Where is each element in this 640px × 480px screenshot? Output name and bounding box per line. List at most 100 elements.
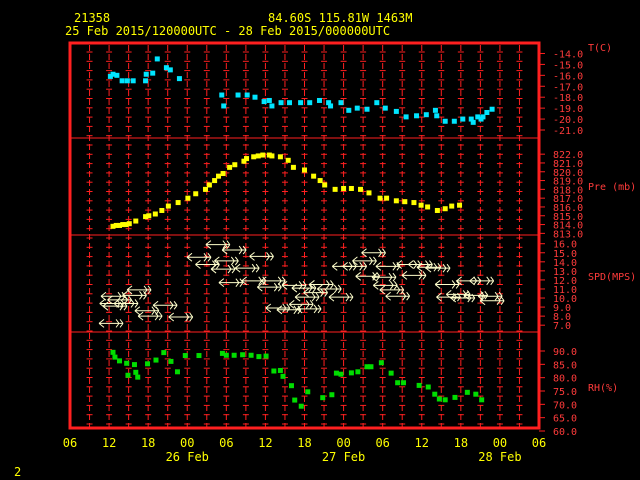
temperature-point: [219, 92, 225, 98]
wind-arrow: [126, 285, 152, 295]
temperature-point: [221, 103, 227, 109]
temperature-point: [244, 92, 250, 98]
wind-arrow: [328, 292, 354, 302]
wind-arrow-shape: [195, 260, 220, 269]
y-tick-label: 15.0: [553, 249, 577, 260]
relative_humidity-point: [442, 397, 448, 403]
relative_humidity-point: [182, 353, 188, 359]
wind-arrow: [260, 276, 286, 286]
panel-label: T(C): [588, 43, 612, 54]
wind-arrow-shape: [371, 272, 397, 282]
wind-arrow-shape: [425, 263, 451, 273]
pressure-point: [113, 222, 119, 228]
wind-arrow-shape: [372, 280, 398, 290]
x-day-label: 27 Feb: [322, 450, 365, 464]
pressure-point: [193, 191, 199, 197]
pressure-point: [332, 186, 338, 192]
wind-arrow-shape: [113, 299, 139, 308]
pressure-point: [185, 195, 191, 201]
relative_humidity-point: [473, 391, 479, 397]
y-tick-label: 820.0: [553, 168, 583, 179]
wind-arrow: [107, 295, 132, 305]
wind-arrow: [416, 262, 442, 272]
pressure-point: [123, 222, 129, 228]
wind-arrow: [221, 245, 247, 255]
pressure-point: [266, 152, 272, 158]
wind-arrow-shape: [294, 292, 320, 302]
relative_humidity-point: [174, 369, 180, 375]
y-tick-label: -21.0: [553, 126, 583, 137]
time-range: 25 Feb 2015/120000UTC - 28 Feb 2015/0000…: [65, 24, 390, 38]
temperature-point: [484, 110, 490, 116]
page-number: 2: [14, 465, 21, 479]
relative_humidity-point: [388, 370, 394, 376]
wind-arrow-shape: [316, 284, 342, 294]
wind-arrow: [355, 271, 381, 281]
temperature-point: [434, 113, 440, 119]
relative_humidity-point: [364, 364, 370, 370]
relative_humidity-point: [395, 380, 401, 386]
pressure-point: [251, 154, 257, 160]
wind-arrow: [296, 304, 322, 314]
temperature-point: [316, 97, 322, 103]
temperature-point: [110, 71, 116, 77]
pressure-point: [206, 182, 212, 188]
wind-arrow-shape: [234, 263, 260, 273]
wind-arrow: [469, 276, 495, 286]
wind-arrow: [288, 299, 314, 309]
relative_humidity-point: [256, 354, 262, 360]
temperature-point: [489, 106, 495, 112]
relative_humidity-point: [240, 352, 246, 358]
wind-arrow-shape: [281, 280, 307, 290]
temperature-point: [252, 94, 258, 100]
y-tick-label: 816.0: [553, 203, 583, 214]
y-tick-label: 814.0: [553, 221, 583, 232]
wind-arrow-shape: [328, 292, 354, 302]
wind-arrow: [102, 301, 128, 311]
wind-arrow: [303, 288, 328, 297]
wind-arrow: [168, 312, 194, 322]
pressure-point: [285, 157, 291, 163]
y-tick-label: 813.0: [553, 229, 583, 240]
temperature-point: [374, 100, 380, 106]
pressure-point: [110, 223, 116, 229]
temperature-point: [269, 103, 275, 109]
relative_humidity-point: [368, 364, 374, 370]
temperature-point: [154, 56, 160, 62]
relative_humidity-point: [223, 352, 229, 358]
relative_humidity-point: [145, 361, 151, 367]
y-tick-label: 7.0: [553, 321, 571, 332]
pressure-point: [202, 186, 208, 192]
wind-arrow: [152, 300, 178, 310]
pressure-point: [143, 214, 149, 220]
relative_humidity-point: [298, 403, 304, 409]
pressure-point: [384, 195, 390, 201]
relative_humidity-point: [277, 367, 283, 373]
pressure-point: [227, 164, 233, 170]
y-tick-label: -20.0: [553, 115, 583, 126]
x-tick-label: 00: [180, 436, 194, 450]
wind-arrow-shape: [137, 311, 163, 321]
temperature-point: [382, 105, 388, 111]
relative_humidity-point: [288, 383, 294, 389]
temperature-point: [167, 67, 173, 73]
pressure-point: [146, 213, 152, 219]
relative_humidity-point: [263, 353, 269, 359]
relative_humidity-point: [196, 353, 202, 359]
pressure-point: [418, 202, 424, 208]
wind-arrow-shape: [401, 271, 427, 280]
wind-arrow-shape: [303, 288, 328, 297]
temperature-point: [475, 114, 481, 120]
temperature-point: [442, 118, 448, 124]
data-layer: [98, 56, 505, 409]
temperature-point: [414, 113, 420, 119]
wind-arrow: [456, 276, 482, 286]
x-day-label: 28 Feb: [478, 450, 521, 464]
wind-arrow: [218, 278, 244, 288]
relative_humidity-point: [425, 384, 431, 390]
pressure-point: [425, 204, 431, 210]
pressure-point: [434, 207, 440, 213]
temperature-point: [480, 114, 486, 120]
relative_humidity-point: [271, 368, 277, 374]
temperature-point: [393, 108, 399, 114]
